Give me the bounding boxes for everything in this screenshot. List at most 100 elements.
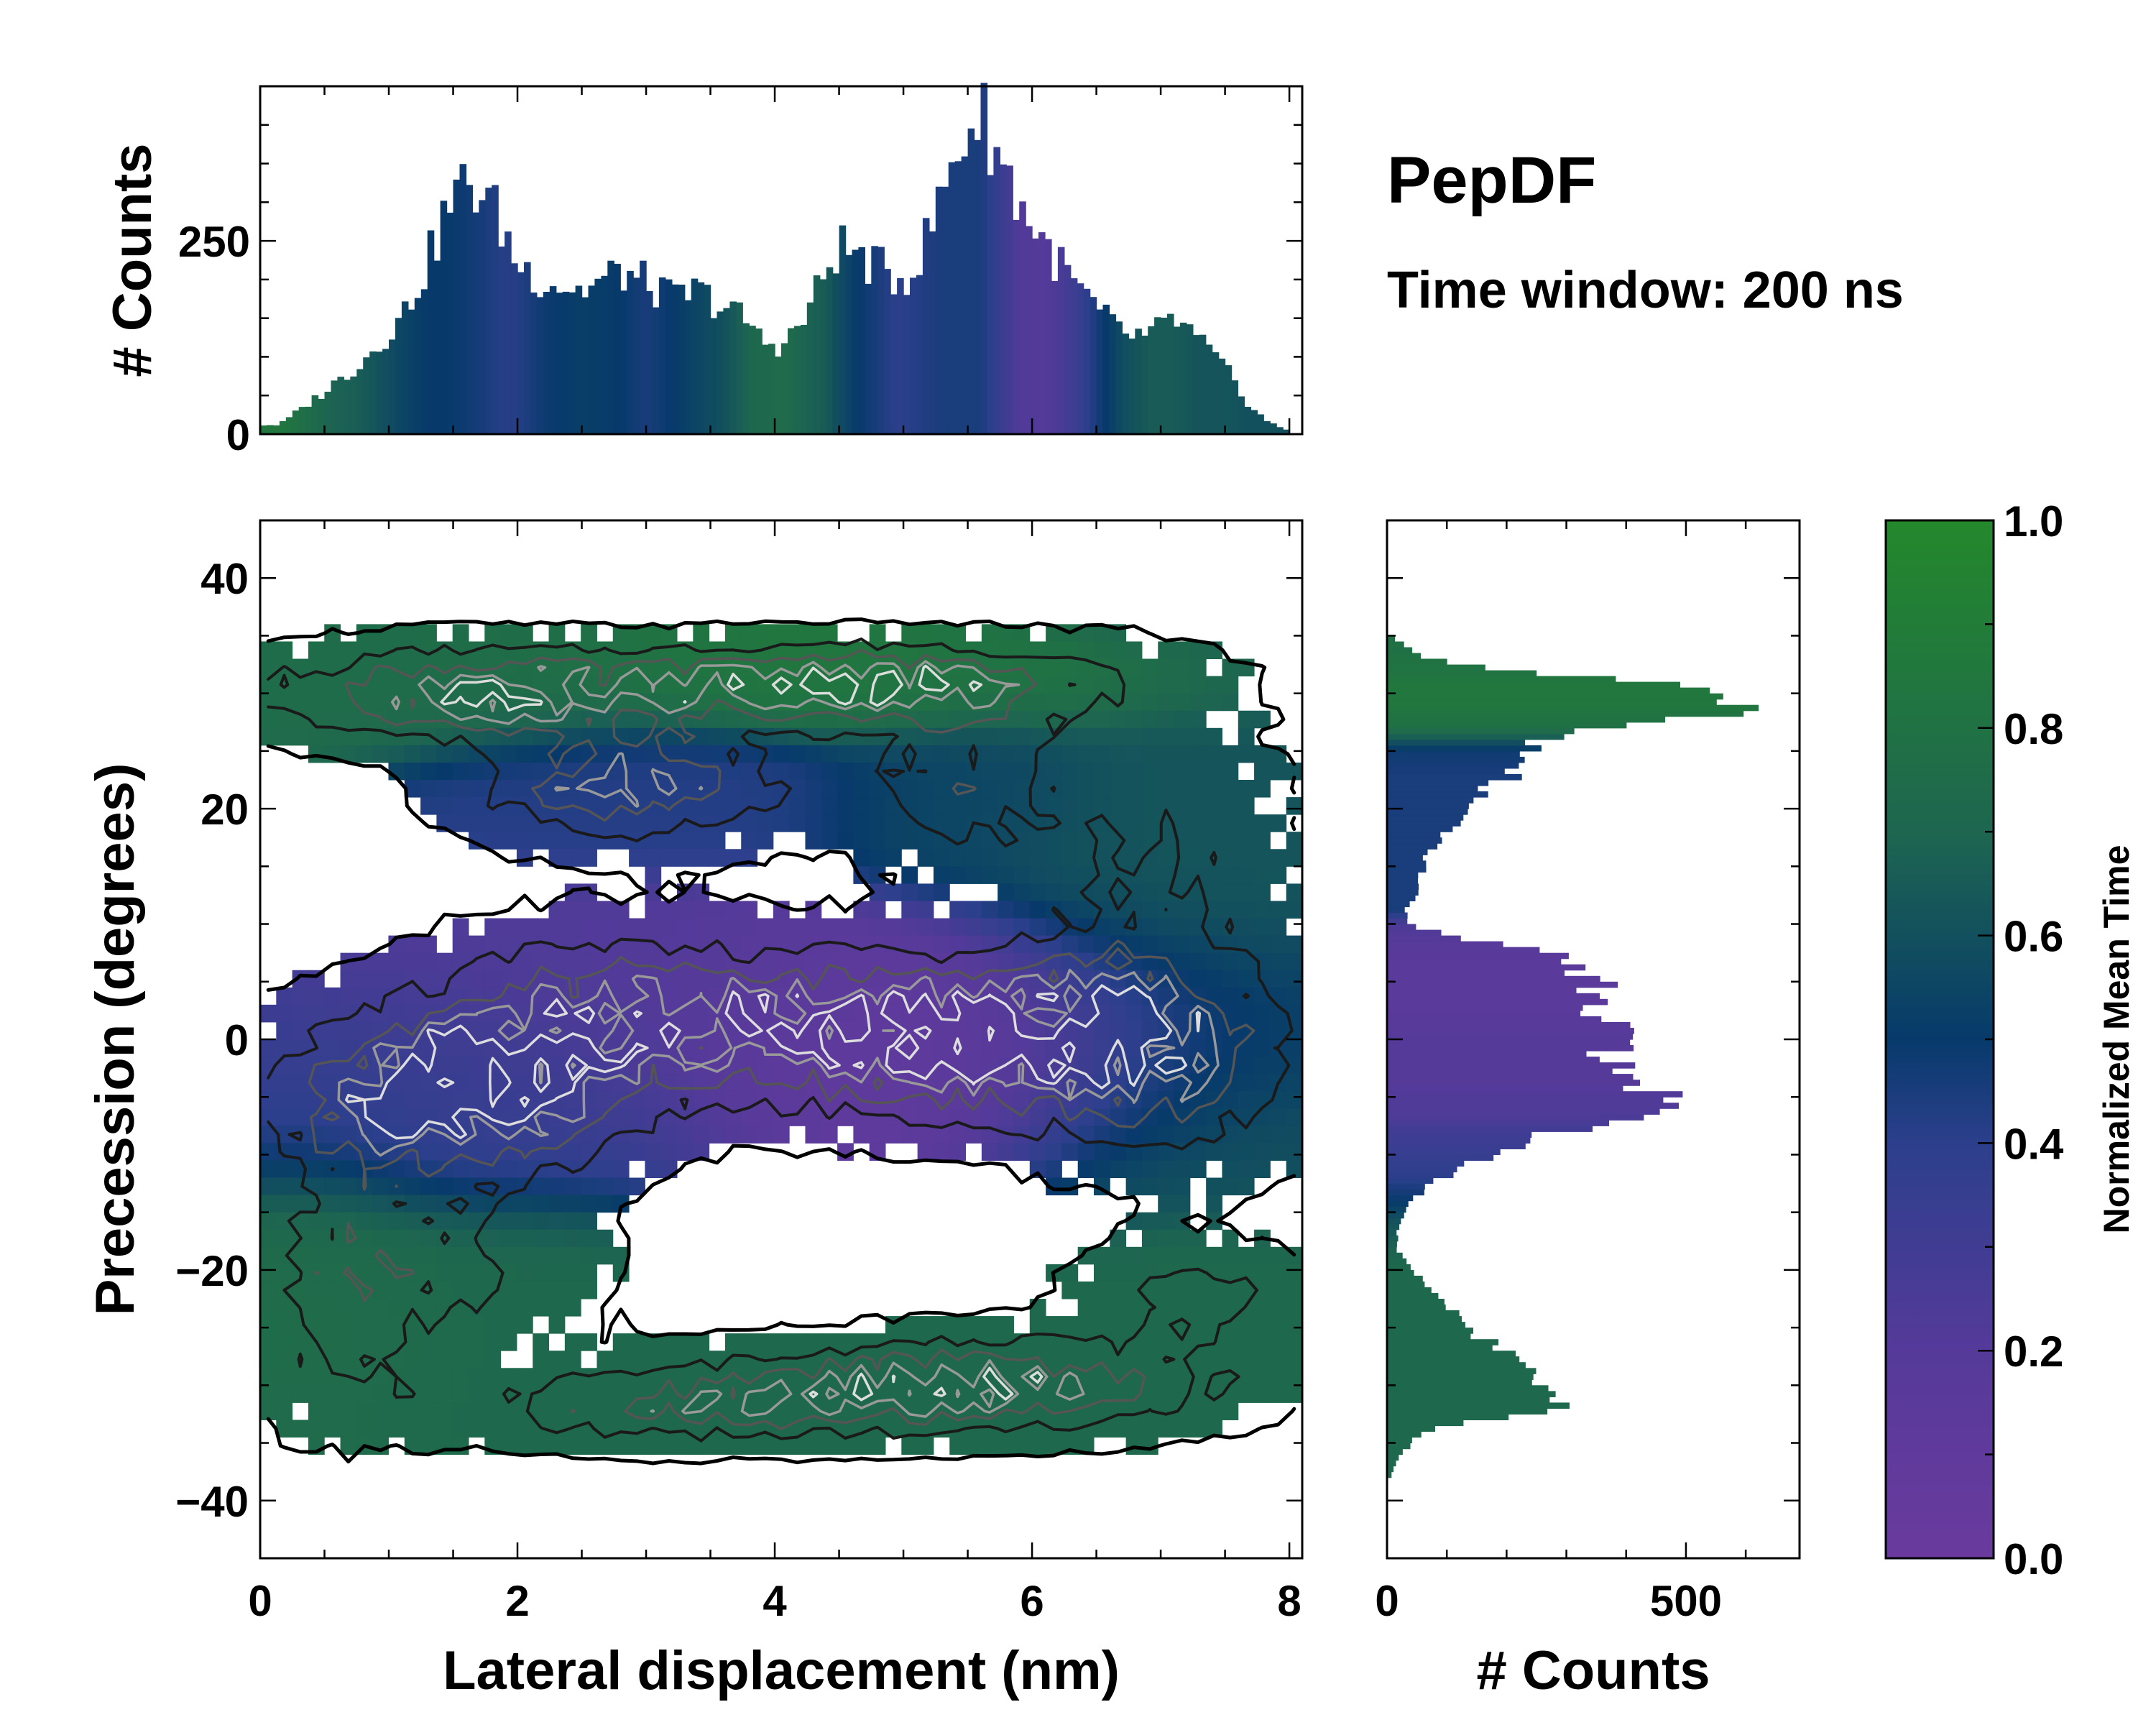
- heatmap-cell: [1013, 1004, 1031, 1023]
- heatmap-cell: [917, 1437, 934, 1455]
- heatmap-cell: [452, 814, 469, 832]
- heatmap-cell: [260, 1264, 277, 1282]
- heatmap-cell: [1238, 710, 1255, 729]
- heatmap-cell: [869, 1126, 886, 1144]
- heatmap-cell: [1174, 1177, 1191, 1196]
- heatmap-cell: [805, 1039, 822, 1057]
- heatmap-cell: [901, 624, 918, 642]
- heatmap-cell: [1077, 676, 1095, 694]
- top-hist-bar: [453, 179, 461, 434]
- top-hist-bar: [479, 200, 486, 434]
- heatmap-cell: [1013, 883, 1031, 901]
- heatmap-xtick-label-0: 0: [248, 1577, 272, 1625]
- heatmap-cell: [469, 1195, 485, 1213]
- heatmap-cell: [404, 693, 421, 712]
- right-hist-bar: [1387, 1351, 1516, 1357]
- heatmap-ytick-label-neg40: −40: [175, 1478, 249, 1526]
- heatmap-cell: [292, 1333, 309, 1351]
- top-hist-bar: [298, 407, 306, 434]
- heatmap-cell: [805, 832, 822, 850]
- heatmap-cell: [500, 1437, 517, 1455]
- heatmap-cell: [612, 710, 630, 729]
- heatmap-cell: [1189, 1316, 1207, 1334]
- heatmap-cell: [1222, 832, 1239, 850]
- heatmap-cell: [500, 745, 517, 763]
- heatmap-cell: [324, 676, 341, 694]
- heatmap-cell: [1206, 745, 1222, 763]
- heatmap-cell: [693, 832, 710, 850]
- heatmap-cell: [773, 987, 790, 1006]
- heatmap-cell: [1254, 1143, 1271, 1161]
- heatmap-cell: [1238, 952, 1255, 971]
- top-hist-bar: [916, 275, 923, 434]
- heatmap-cell: [388, 1316, 405, 1334]
- right-hist-bar: [1387, 1114, 1644, 1121]
- heatmap-cell: [757, 1437, 774, 1455]
- heatmap-cell: [1125, 1160, 1143, 1179]
- heatmap-cell: [869, 901, 886, 919]
- top-hist-bar: [389, 339, 396, 434]
- heatmap-cell: [1222, 1021, 1239, 1040]
- heatmap-cell: [773, 1333, 790, 1351]
- top-hist-bar: [272, 425, 280, 434]
- heatmap-cell: [1174, 797, 1191, 815]
- heatmap-cell: [356, 1074, 373, 1092]
- heatmap-cell: [612, 1333, 630, 1351]
- heatmap-cell: [452, 1437, 469, 1455]
- heatmap-cell: [629, 952, 645, 971]
- heatmap-cell: [581, 1333, 597, 1351]
- heatmap-cell: [693, 1126, 710, 1144]
- heatmap-cell: [805, 1126, 822, 1144]
- heatmap-cell: [1286, 952, 1302, 971]
- heatmap-cell: [388, 1299, 405, 1317]
- heatmap-cell: [533, 832, 550, 850]
- heatmap-cell: [853, 952, 870, 971]
- heatmap-cell: [709, 727, 726, 746]
- heatmap-cell: [581, 1385, 597, 1403]
- heatmap-cell: [757, 1108, 774, 1126]
- heatmap-cell: [709, 1385, 726, 1403]
- heatmap-cell: [564, 1264, 581, 1282]
- heatmap-cell: [500, 1402, 517, 1420]
- heatmap-cell: [1013, 814, 1031, 832]
- heatmap-cell: [484, 1229, 502, 1248]
- heatmap-cell: [1110, 918, 1127, 937]
- heatmap-cell: [981, 1143, 998, 1161]
- heatmap-cell: [484, 935, 502, 954]
- heatmap-cell: [564, 710, 581, 729]
- top-hist-bar: [350, 376, 357, 434]
- heatmap-cell: [773, 918, 790, 937]
- heatmap-cell: [356, 1333, 373, 1351]
- heatmap-cell: [581, 1229, 597, 1248]
- heatmap-cell: [1094, 710, 1110, 729]
- heatmap-cell: [677, 1437, 694, 1455]
- heatmap-cell: [596, 1074, 614, 1092]
- figure-title: PepDF: [1387, 144, 1596, 217]
- heatmap-cell: [1238, 1004, 1255, 1023]
- heatmap-cell: [724, 624, 742, 642]
- heatmap-cell: [469, 797, 485, 815]
- heatmap-cell: [741, 745, 758, 763]
- right-histogram-bars: [1387, 635, 1759, 1478]
- heatmap-cell: [500, 1299, 517, 1317]
- heatmap-cell: [1189, 1420, 1207, 1438]
- heatmap-cell: [1013, 1091, 1031, 1109]
- heatmap-cell: [645, 1437, 662, 1455]
- right-hist-bar: [1387, 1074, 1634, 1080]
- heatmap-cell: [1029, 710, 1046, 729]
- heatmap-cell: [596, 832, 614, 850]
- heatmap-cell: [436, 1057, 453, 1075]
- heatmap-cell: [853, 676, 870, 694]
- heatmap-cell: [1174, 676, 1191, 694]
- heatmap-cell: [821, 1402, 838, 1420]
- heatmap-cell: [324, 727, 341, 746]
- heatmap-xtick-label-4: 4: [763, 1577, 787, 1625]
- colorbar-label: Normalized Mean Time: [2096, 845, 2137, 1234]
- heatmap-cell: [660, 1126, 678, 1144]
- heatmap-cell: [1110, 1057, 1127, 1075]
- heatmap-cell: [452, 1021, 469, 1040]
- heatmap-cell: [581, 1246, 597, 1265]
- heatmap-cell: [1206, 832, 1222, 850]
- heatmap-cell: [1077, 1368, 1095, 1386]
- heatmap-cell: [404, 1074, 421, 1092]
